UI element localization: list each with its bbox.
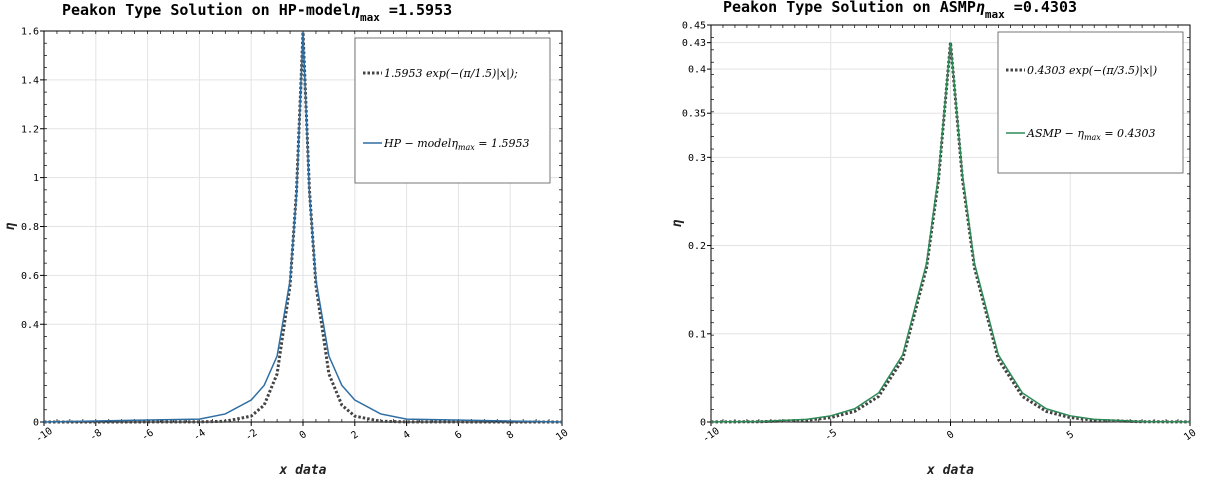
chart-0-legend-label-tail: = 1.5953 [475, 137, 530, 150]
chart-0-y-axis-label: η [3, 222, 18, 230]
chart-1-x-axis-label: x data [926, 463, 974, 478]
chart-0-chart-title-eta: η [351, 1, 360, 19]
chart-1-x-tick-label: 5 [1065, 429, 1076, 441]
chart-0-x-tick-label: -6 [140, 427, 156, 443]
chart-0-chart-title-main: Peakon Type Solution on HP-model [62, 1, 351, 19]
chart-hp-model: -10 -8 -6 -4 -2 0 2 4 6 8 10 0 0.4 0.6 0.8 1 1.2 1.4 1.6 Pe… [3, 1, 570, 478]
chart-1-series-line-1 [710, 42, 1191, 423]
chart-1-chart-title-sub: max [985, 8, 1005, 21]
chart-1-chart-title: Peakon Type Solution on ASMPηmax =0.4303 [723, 0, 1077, 21]
chart-0-y-tick-label: 0.8 [21, 222, 39, 233]
chart-0-x-tick-label: 10 [554, 427, 570, 443]
chart-1-x-tick-label: 10 [1182, 427, 1198, 443]
chart-0-y-tick-label: 1.2 [21, 124, 39, 135]
chart-0-y-tick-label: 1.4 [21, 75, 39, 86]
chart-0-x-tick-label: 4 [401, 429, 412, 441]
chart-0-y-tick-label: 0.6 [21, 271, 39, 282]
chart-0-x-tick-label: 0 [298, 429, 309, 441]
chart-1-legend-label-1: ASMP − ηmax = 0.4303 [1026, 127, 1156, 142]
chart-0-legend-label-main: 1.5953 exp(−(π/1.5)|x|); [384, 67, 518, 81]
chart-asmp: -10 -5 0 5 10 0 0.1 0.2 0.3 0.35 0.4 0.43 0.45 Peakon… [670, 0, 1198, 478]
chart-1-legend-label-main: 0.4303 exp(−(π/3.5)|x|) [1027, 64, 1157, 78]
chart-1-chart-title-value: =0.4303 [1005, 0, 1077, 16]
chart-1-chart-title-eta: η [976, 0, 985, 16]
chart-0-legend-box [354, 37, 551, 184]
chart-0-legend-label-1: HP − modelηmax = 1.5953 [383, 137, 530, 152]
chart-0-x-tick-label: 6 [453, 429, 464, 441]
chart-1-y-tick-label: 0.35 [682, 109, 706, 120]
chart-0-x-axis-label: x data [279, 463, 327, 478]
chart-0-x-tick-label: -4 [192, 427, 208, 443]
chart-1-legend-label-0: 0.4303 exp(−(π/3.5)|x|) [1027, 64, 1157, 78]
chart-1-y-tick-label: 0.43 [682, 38, 706, 49]
chart-1-x-tick-label: 0 [945, 429, 956, 441]
chart-1-y-tick-label: 0.3 [688, 153, 706, 164]
chart-1-x-tick-label: -10 [701, 426, 722, 445]
chart-1-legend-label-main: ASMP − η [1026, 127, 1084, 140]
chart-1-x-tick-label: -5 [823, 427, 839, 443]
chart-0-y-tick-label: 0.4 [21, 320, 39, 331]
chart-1-y-axis-label: η [670, 219, 685, 227]
chart-1-legend-label-sub: max [1084, 133, 1101, 142]
chart-1-legend-box [997, 31, 1184, 174]
chart-0-x-tick-label: 2 [349, 429, 360, 441]
chart-1-y-tick-label: 0.2 [688, 241, 706, 252]
chart-0-y-tick-label: 1 [33, 173, 39, 184]
chart-0-chart-title-value: =1.5953 [380, 1, 452, 19]
chart-0-legend-label-sub: max [458, 143, 475, 152]
chart-0-x-tick-label: -2 [243, 427, 259, 443]
chart-0-series-line-1 [43, 32, 563, 423]
chart-0-x-tick-label: 8 [505, 429, 516, 441]
chart-1-legend-label-tail: = 0.4303 [1101, 127, 1156, 140]
chart-0-chart-title: Peakon Type Solution on HP-modelηmax =1.… [62, 1, 452, 24]
chart-0-legend-label-0: 1.5953 exp(−(π/1.5)|x|); [384, 67, 518, 81]
chart-0-x-tick-label: -8 [88, 427, 104, 443]
chart-1-y-tick-label: 0.4 [688, 65, 706, 76]
chart-1-chart-title-main: Peakon Type Solution on ASMP [723, 0, 976, 16]
chart-1-y-tick-label: 0 [700, 418, 706, 429]
chart-0-chart-title-sub: max [360, 11, 380, 24]
chart-1-y-tick-label: 0.1 [688, 329, 706, 340]
chart-0-x-tick-label: -10 [34, 426, 55, 445]
chart-0-legend-label-main: HP − modelη [383, 137, 458, 150]
chart-0-y-tick-label: 1.6 [21, 27, 39, 38]
chart-0-y-tick-label: 0 [33, 418, 39, 429]
chart-0-series-line-0 [43, 32, 563, 424]
chart-1-y-tick-label: 0.45 [682, 21, 706, 32]
